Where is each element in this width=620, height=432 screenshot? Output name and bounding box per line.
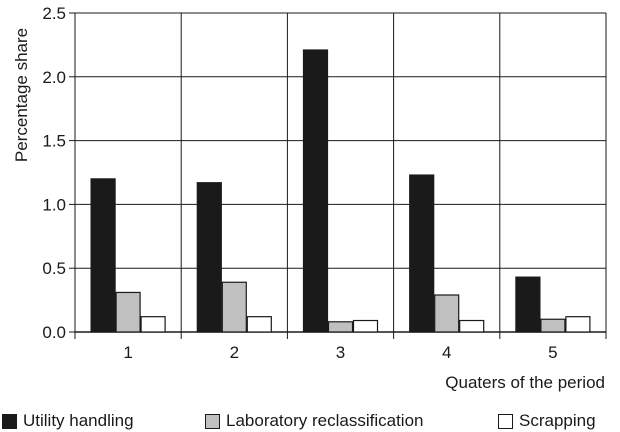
x-axis-label: Quaters of the period: [445, 373, 605, 392]
y-tick-label: 0.5: [42, 259, 66, 278]
y-tick-label: 2.5: [42, 4, 66, 23]
x-tick-label: 2: [230, 343, 239, 362]
legend-label: Laboratory reclassification: [226, 411, 424, 430]
legend-item-scrapping: Scrapping: [498, 411, 596, 431]
bar-scrapping: [565, 316, 591, 333]
bar-scrapping: [140, 316, 166, 333]
bar-utility-handling: [90, 178, 116, 333]
bar-utility-handling: [409, 174, 435, 333]
bar-scrapping: [352, 319, 379, 333]
x-tick-label: 5: [548, 343, 557, 362]
bar-laboratory-reclassification: [221, 281, 247, 333]
legend-item-laboratory-reclassification: Laboratory reclassification: [205, 411, 423, 431]
y-tick-label: 2.0: [42, 68, 66, 87]
y-tick-labels: 0.0 0.5 1.0 1.5 2.0 2.5: [42, 4, 66, 342]
legend: Utility handling Laboratory reclassifica…: [0, 410, 620, 432]
x-tick-label: 4: [442, 343, 451, 362]
y-tick-label: 0.0: [42, 323, 66, 342]
legend-label: Scrapping: [519, 411, 596, 430]
y-tick-label: 1.5: [42, 132, 66, 151]
bar-scrapping: [459, 319, 485, 333]
legend-item-utility-handling: Utility handling: [2, 411, 134, 431]
bar-laboratory-reclassification: [327, 321, 354, 333]
bar-scrapping: [246, 316, 272, 333]
legend-swatch: [498, 413, 513, 429]
y-axis-label: Percentage share: [12, 28, 31, 162]
bars: [90, 49, 591, 333]
bar-chart: 0.0 0.5 1.0 1.5 2.0 2.5 1 2 3 4 5 Percentage shar…: [12, 4, 607, 392]
y-tick-label: 1.0: [42, 195, 66, 214]
bar-laboratory-reclassification: [540, 318, 566, 333]
x-tick-label: 1: [123, 343, 132, 362]
bar-utility-handling: [515, 276, 541, 333]
bar-laboratory-reclassification: [434, 294, 460, 333]
legend-swatch: [2, 413, 17, 429]
x-tick-label: 3: [336, 343, 345, 362]
bar-laboratory-reclassification: [115, 291, 141, 333]
legend-label: Utility handling: [23, 411, 134, 430]
legend-swatch: [205, 413, 220, 429]
bar-utility-handling: [196, 182, 222, 333]
x-tick-labels: 1 2 3 4 5: [123, 343, 557, 362]
bar-utility-handling: [302, 49, 329, 333]
